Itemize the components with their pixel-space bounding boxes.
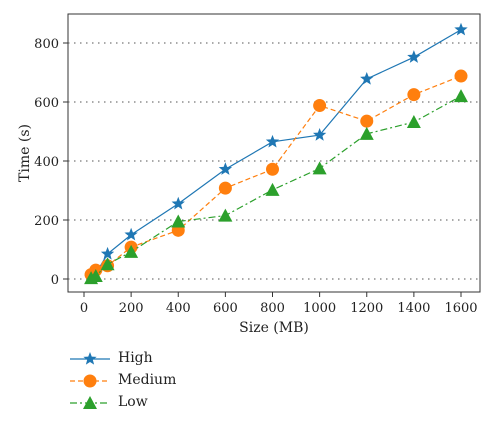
circle-icon: [83, 374, 97, 388]
series-line-high: [90, 29, 462, 278]
data-point-high-4: [171, 196, 185, 210]
x-tick-label-800: 800: [260, 301, 285, 316]
data-point-high-10: [454, 22, 468, 36]
data-point-high-8: [360, 71, 374, 85]
x-tick-label-0: 0: [80, 301, 88, 316]
data-point-low-7: [312, 161, 327, 175]
triangle-icon: [83, 396, 97, 409]
grid: [68, 42, 480, 280]
x-tick-label-600: 600: [213, 301, 238, 316]
data-point-medium-7: [313, 99, 327, 113]
series-line-medium: [90, 75, 462, 276]
y-tick-label-200: 200: [34, 214, 59, 229]
x-tick-label-1200: 1200: [350, 301, 383, 316]
data-point-high-5: [218, 162, 233, 175]
data-point-medium-9: [407, 88, 421, 102]
data-point-high-7: [312, 128, 327, 141]
data-point-high-3: [124, 227, 138, 241]
plot-frame: [67, 13, 481, 293]
data-point-medium-6: [266, 162, 279, 176]
x-tick-label-1400: 1400: [397, 301, 430, 316]
legend-swatch-medium: [70, 374, 110, 388]
x-axis-label: Size (MB): [239, 320, 309, 336]
y-axis-label: Time (s): [17, 124, 33, 182]
legend-item-high: High: [68, 348, 268, 370]
data-point-medium-10: [454, 69, 468, 83]
x-tick-label-400: 400: [166, 301, 191, 316]
data-point-low-1: [88, 269, 103, 283]
legend-item-low: Low: [68, 392, 268, 414]
data-point-low-9: [406, 115, 421, 129]
legend-label-low: Low: [118, 394, 148, 410]
y-tick-label-800: 800: [34, 37, 59, 52]
series-low: [84, 89, 468, 285]
axis-ticks: 0 200 400 600 800 0 200 400 600 800 1000 1200 1400 16…: [34, 37, 477, 316]
data-point-high-6: [265, 134, 280, 148]
legend-label-high: High: [118, 350, 153, 366]
data-point-high-2: [100, 246, 115, 260]
x-tick-label-1600: 1600: [444, 301, 477, 316]
x-tick-label-200: 200: [119, 301, 144, 316]
y-tick-label-600: 600: [34, 96, 59, 111]
star-icon: [83, 352, 97, 365]
legend: High Medium Low: [68, 348, 268, 414]
data-point-low-5: [218, 208, 233, 222]
data-point-low-8: [359, 126, 374, 140]
data-point-low-2: [100, 257, 115, 271]
legend-item-medium: Medium: [68, 370, 268, 392]
data-point-high-9: [407, 50, 421, 63]
series-medium: [84, 69, 468, 282]
data-point-low-6: [265, 182, 280, 196]
legend-swatch-high: [70, 352, 110, 365]
legend-label-medium: Medium: [118, 372, 177, 388]
data-point-low-3: [124, 244, 139, 258]
legend-swatch-low: [70, 396, 110, 409]
series-high: [84, 22, 468, 284]
data-point-medium-5: [218, 181, 232, 195]
series-group: [84, 22, 468, 285]
x-tick-label-1000: 1000: [303, 301, 336, 316]
y-tick-label-400: 400: [34, 155, 59, 170]
data-point-low-4: [171, 214, 186, 228]
y-tick-label-0: 0: [51, 273, 59, 288]
data-point-medium-8: [360, 114, 374, 128]
series-line-low: [90, 95, 462, 279]
data-point-low-10: [454, 89, 468, 103]
